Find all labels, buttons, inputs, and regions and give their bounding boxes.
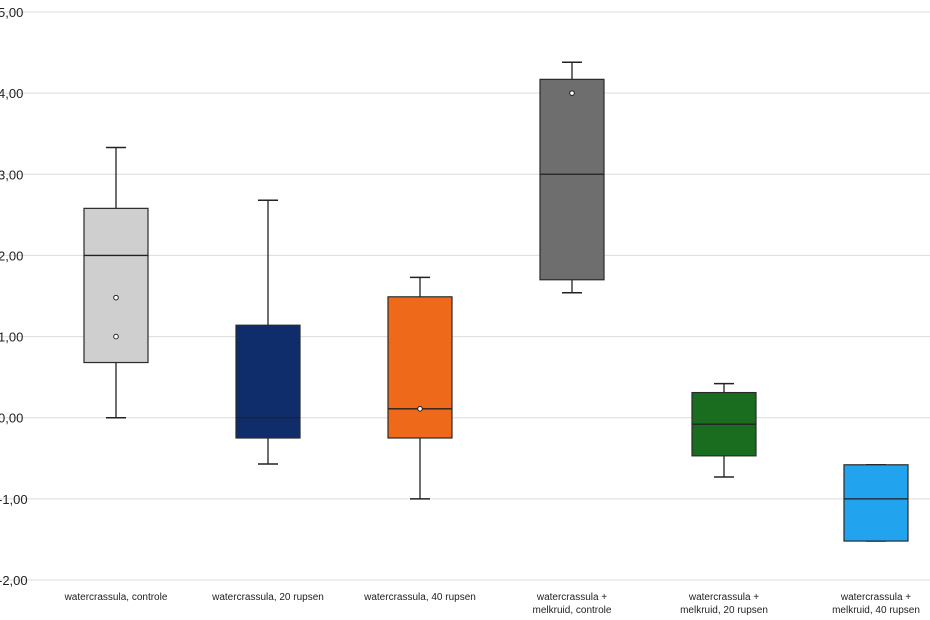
box-4 — [539, 61, 605, 294]
y-tick-label: -1,00 — [0, 492, 28, 507]
category-label-line: melkruid, 20 rupsen — [680, 605, 768, 616]
category-label: watercrassula + melkruid, 40 rupsen — [832, 592, 920, 616]
box-iqr — [539, 78, 605, 281]
box-2 — [235, 199, 301, 465]
y-tick-label: 1,00 — [0, 330, 23, 345]
data-point — [113, 294, 119, 301]
y-tick-label: 3,00 — [0, 167, 23, 182]
box-5 — [691, 382, 757, 478]
category-label-line: watercrassula, controle — [64, 592, 168, 603]
category-label: watercrassula, controle — [64, 592, 168, 603]
data-point — [417, 405, 423, 412]
category-label-line: melkruid, 40 rupsen — [832, 605, 920, 616]
category-label-line: watercrassula + — [840, 592, 911, 603]
data-point — [569, 90, 575, 96]
category-label-line: watercrassula, 40 rupsen — [363, 592, 476, 603]
box-6 — [843, 464, 909, 542]
category-label-line: watercrassula + — [536, 592, 607, 603]
box-iqr — [235, 324, 301, 439]
y-tick-label: 0,00 — [0, 411, 23, 426]
category-label: watercrassula, 40 rupsen — [363, 592, 476, 603]
box-3 — [387, 276, 453, 500]
y-axis-tick-labels: 5,00 4,00 3,00 2,00 1,00 0,00 -1,00 -2,00 — [0, 5, 28, 588]
category-label: watercrassula + melkruid, controle — [533, 592, 612, 616]
box-1 — [83, 146, 149, 419]
category-label-line: melkruid, controle — [533, 605, 612, 616]
category-label-line: watercrassula, 20 rupsen — [211, 592, 324, 603]
category-label-line: watercrassula + — [688, 592, 759, 603]
box-iqr — [387, 296, 453, 439]
box-iqr — [843, 464, 909, 542]
y-tick-label: 2,00 — [0, 248, 23, 263]
data-point — [113, 333, 119, 340]
y-tick-label: -2,00 — [0, 573, 28, 588]
category-label: watercrassula, 20 rupsen — [211, 592, 324, 603]
box-iqr — [83, 207, 149, 364]
y-tick-label: 5,00 — [0, 5, 23, 20]
boxes — [83, 61, 909, 542]
x-axis-category-labels: watercrassula, controle watercrassula, 20… — [64, 592, 920, 616]
gridlines — [0, 11, 930, 581]
category-label: watercrassula + melkruid, 20 rupsen — [680, 592, 768, 616]
y-tick-label: 4,00 — [0, 86, 23, 101]
